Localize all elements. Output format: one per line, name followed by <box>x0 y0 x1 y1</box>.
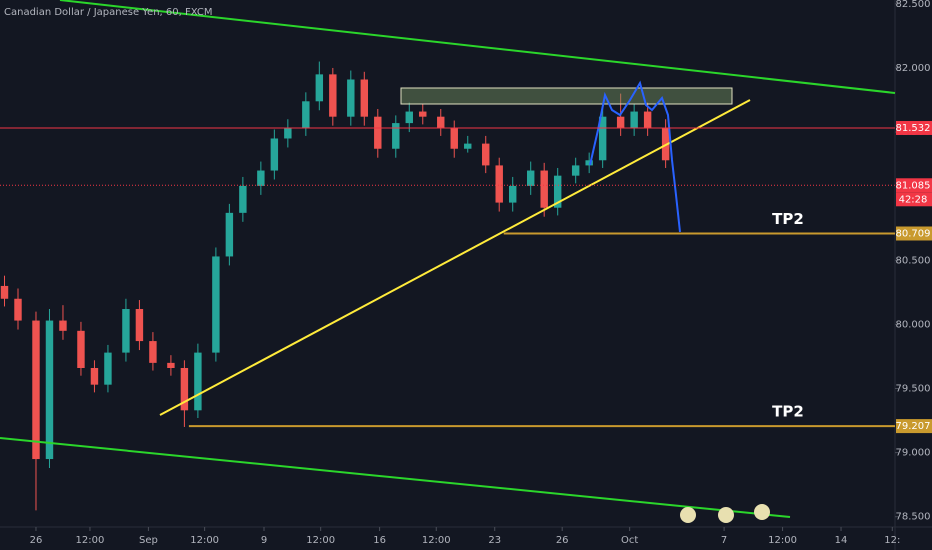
y-tick-label: 78.500 <box>896 512 931 523</box>
x-tick-label: 7 <box>721 535 727 546</box>
x-tick-label: 12:00 <box>76 535 105 546</box>
candle-body <box>450 128 458 149</box>
candle-body <box>59 320 67 331</box>
candle-body <box>167 362 175 369</box>
chart-title: Canadian Dollar / Japanese Yen, 60, FXCM <box>4 7 212 18</box>
y-tick-label: 80.000 <box>896 319 931 330</box>
x-tick-label: Oct <box>621 535 638 546</box>
candle-body <box>90 368 99 385</box>
icons <box>680 504 770 523</box>
candle-body <box>239 185 247 213</box>
x-tick-label: 9 <box>261 535 267 546</box>
candle-body <box>347 79 355 117</box>
icon <box>754 504 770 520</box>
level-label: 81.085 <box>896 180 931 191</box>
candle-body <box>284 128 292 139</box>
level-badge <box>896 178 932 193</box>
candle-body <box>405 111 413 124</box>
candle-body <box>194 352 202 411</box>
x-tick-label: 12:00 <box>306 535 335 546</box>
candle-body <box>540 170 548 208</box>
candle-body <box>616 116 625 129</box>
x-tick-label: 14 <box>835 535 848 546</box>
candle-body <box>482 143 490 166</box>
x-tick-label: 12:00 <box>190 535 219 546</box>
candle-body <box>509 185 517 203</box>
x-tick-label: 26 <box>30 535 43 546</box>
countdown-label: 42:28 <box>899 194 928 205</box>
y-tick-label: 82.000 <box>896 63 931 74</box>
resistance-zone <box>400 87 733 105</box>
candle-body <box>374 116 382 149</box>
x-tick-label: 26 <box>556 535 569 546</box>
candle-body <box>212 256 220 353</box>
candle-body <box>437 116 445 129</box>
candle-body <box>464 143 472 149</box>
candle-body <box>526 170 535 186</box>
candle-body <box>419 111 427 117</box>
candle-body <box>135 309 144 342</box>
candle-body <box>77 330 85 369</box>
candle-body <box>643 111 652 129</box>
countdown-badge <box>896 192 932 207</box>
x-tick-label: 16 <box>373 535 386 546</box>
candle-body <box>270 138 279 171</box>
candle-body <box>45 320 54 460</box>
candle-body <box>104 352 112 385</box>
x-tick-label: Sep <box>139 535 158 546</box>
level-badge <box>896 120 932 135</box>
level-label: 80.709 <box>896 228 931 239</box>
candle-body <box>149 341 157 363</box>
level-note: TP2 <box>772 210 804 228</box>
projection-path <box>589 80 681 233</box>
candle-body <box>225 212 234 257</box>
candle-body <box>180 368 189 411</box>
candle-body <box>630 111 638 129</box>
candle-body <box>571 165 580 176</box>
candle-body <box>302 101 310 129</box>
y-tick-label: 80.500 <box>896 255 931 266</box>
x-tick-label: 12: <box>884 535 900 546</box>
candle-body <box>392 123 400 149</box>
level-badge <box>896 226 932 241</box>
trend-line <box>159 99 751 416</box>
level-label: 81.532 <box>896 123 931 134</box>
x-tick-label: 12:00 <box>768 535 797 546</box>
candle-body <box>14 298 22 321</box>
x-tick-label: 23 <box>488 535 501 546</box>
icon <box>680 507 696 523</box>
level-label: 79.207 <box>896 421 931 432</box>
channel-top <box>59 0 896 94</box>
plot-area <box>0 61 670 511</box>
candle-body <box>122 309 130 353</box>
candle-body <box>495 165 503 203</box>
x-tick-label: 12:00 <box>422 535 451 546</box>
drawings <box>0 0 896 523</box>
y-tick-label: 79.000 <box>896 448 931 459</box>
candle-body <box>585 160 593 166</box>
channel-bottom <box>0 437 791 518</box>
candle-body <box>598 116 607 161</box>
level-badge <box>896 419 932 434</box>
candle-body <box>329 74 337 117</box>
candle-body <box>360 79 369 117</box>
y-tick-label: 82.500 <box>896 0 931 10</box>
candle-body <box>553 175 562 208</box>
candle-body <box>32 320 40 460</box>
level-note: TP2 <box>772 403 804 421</box>
icon <box>718 507 734 523</box>
candle-body <box>257 170 265 186</box>
candle-body <box>315 74 324 102</box>
candle-body <box>0 285 9 299</box>
y-tick-label: 79.500 <box>896 384 931 395</box>
